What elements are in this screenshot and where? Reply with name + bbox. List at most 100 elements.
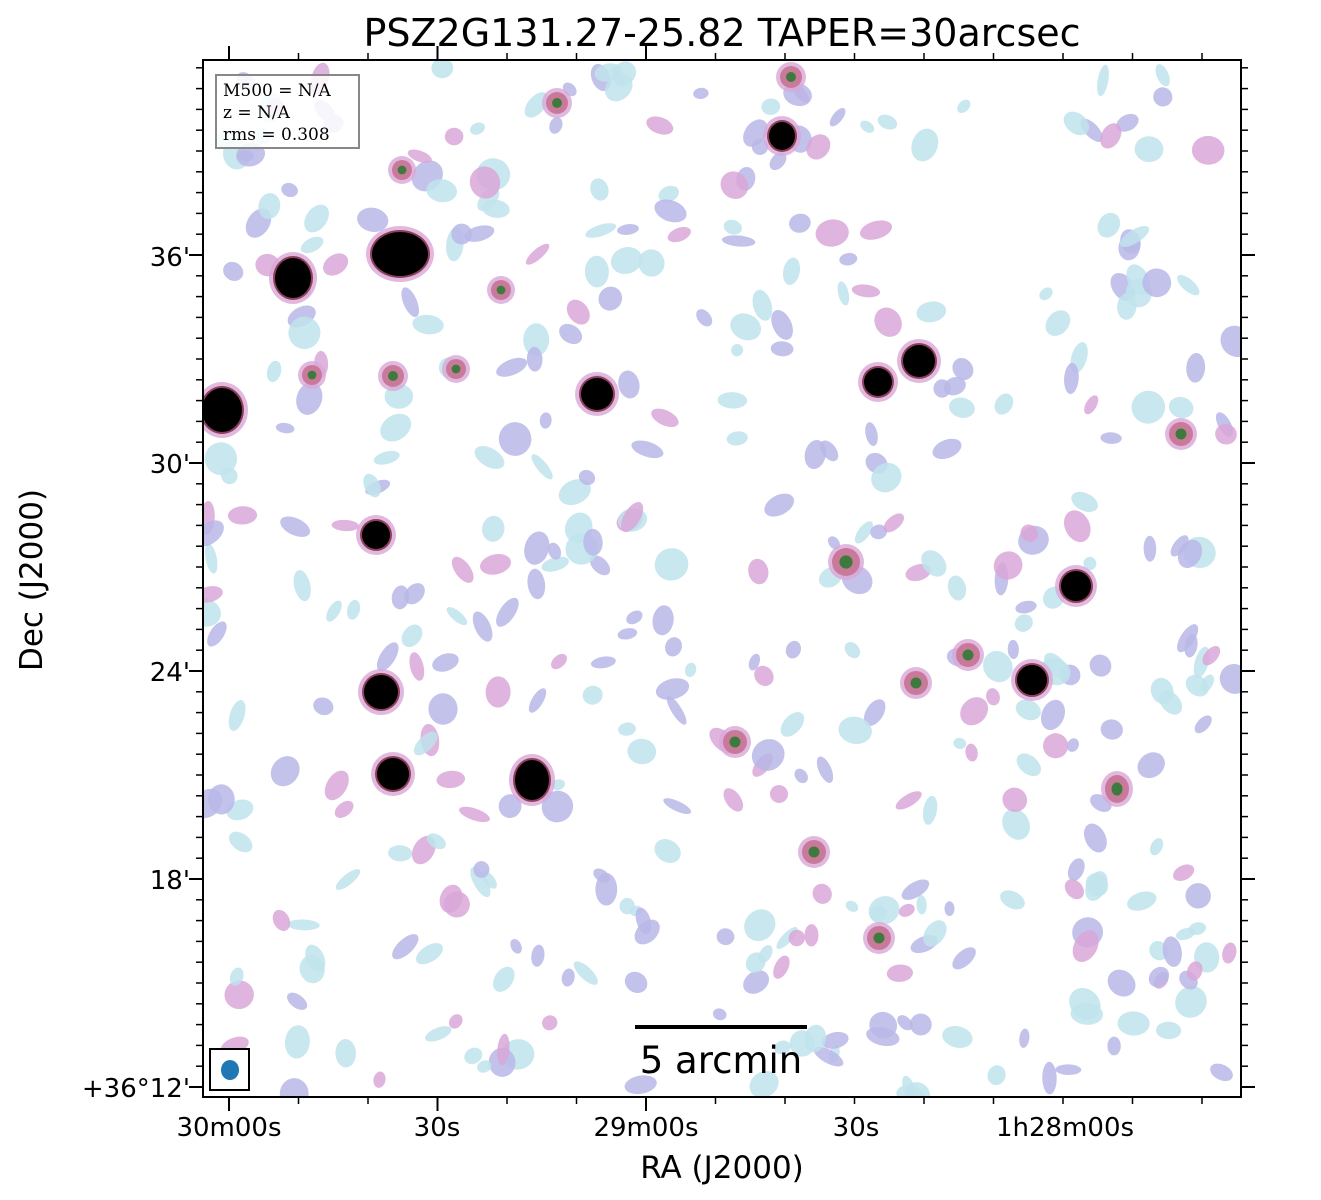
noise-blob: [444, 127, 464, 146]
noise-blob: [1215, 423, 1237, 445]
noise-blob: [376, 642, 399, 672]
noise-blob: [874, 307, 902, 337]
noise-blob: [551, 653, 567, 670]
noise-blob: [635, 907, 652, 935]
noise-blob: [549, 117, 563, 134]
noise-blob: [865, 422, 878, 446]
noise-blob: [288, 316, 321, 349]
source-core: [362, 521, 390, 549]
noise-blob: [1083, 556, 1097, 571]
noise-blob: [1177, 624, 1199, 653]
noise-blob: [480, 554, 511, 575]
src-20: [442, 355, 470, 383]
noise-blob: [525, 243, 550, 265]
noise-blob: [304, 204, 330, 233]
noise-blob: [788, 929, 805, 947]
noise-blob: [1007, 639, 1019, 659]
noise-blob: [1100, 719, 1123, 740]
noise-blob: [203, 520, 224, 547]
noise-blob: [426, 833, 446, 850]
src-1: [269, 252, 317, 304]
noise-blob: [624, 971, 648, 993]
noise-blob: [771, 309, 793, 340]
x-axis-title: RA (J2000): [640, 1150, 804, 1186]
noise-blob: [1134, 136, 1164, 163]
noise-blob: [1015, 600, 1037, 614]
noise-blob: [1170, 535, 1189, 557]
noise-blob: [617, 224, 639, 235]
noise-blob: [1055, 1064, 1082, 1076]
noise-blob: [523, 323, 550, 357]
noise-blob: [1131, 390, 1166, 424]
noise-blob: [617, 628, 638, 640]
noise-blob: [1185, 883, 1211, 909]
noise-blob: [895, 791, 922, 810]
noise-blob: [854, 521, 873, 544]
noise-blob: [497, 1033, 510, 1066]
source-core: [786, 72, 796, 82]
noise-blob: [451, 556, 474, 583]
noise-blob: [439, 884, 463, 913]
noise-blob: [627, 738, 657, 765]
src-21: [1165, 418, 1197, 450]
noise-blob: [960, 697, 989, 726]
noise-blob: [1148, 966, 1170, 988]
noise-blob: [324, 770, 349, 801]
noise-blob: [296, 382, 323, 415]
noise-blob: [723, 219, 742, 235]
noise-blob: [1220, 325, 1241, 358]
noise-blob: [1043, 733, 1069, 759]
noise-blob: [510, 939, 522, 954]
x-tick-label-1: 30m00s: [176, 1113, 281, 1143]
noise-blob: [844, 641, 861, 659]
noise-blob: [392, 934, 419, 960]
info-line-m500: M500 = N/A: [223, 81, 332, 101]
info-line-z: z = N/A: [223, 103, 291, 123]
noise-blob: [559, 323, 583, 345]
noise-blob: [482, 515, 505, 542]
noise-blob: [1156, 1021, 1182, 1040]
source-core: [873, 932, 885, 944]
src-16: [388, 156, 416, 184]
noise-blob: [1177, 274, 1200, 296]
noise-blob: [431, 60, 454, 79]
noise-blob: [748, 653, 761, 671]
noise-blob: [300, 236, 324, 254]
noise-blob: [655, 678, 690, 700]
noise-blob: [1063, 111, 1090, 136]
source-core: [839, 555, 853, 569]
noise-blob: [415, 943, 444, 965]
noise-blob: [527, 568, 546, 600]
noise-blob: [726, 431, 748, 446]
noise-blob: [204, 442, 238, 476]
noise-blob: [667, 226, 691, 243]
tick-layer: [189, 46, 1255, 1111]
info-line-rms: rms = 0.308: [223, 125, 330, 145]
noise-blob: [986, 688, 1000, 706]
noise-blob: [413, 731, 438, 756]
source-core: [307, 370, 317, 380]
noise-blob: [373, 1071, 386, 1088]
noise-blob: [223, 261, 244, 281]
beam-ellipse: [221, 1060, 239, 1080]
noise-blob: [472, 611, 493, 642]
noise-blob: [770, 341, 794, 357]
noise-blob: [1150, 838, 1164, 856]
noise-blob: [326, 600, 342, 622]
noise-blob: [496, 597, 519, 627]
noise-blob: [1040, 699, 1066, 731]
noise-blob: [1117, 1011, 1150, 1036]
src-13: [763, 116, 801, 156]
noise-blob: [582, 685, 603, 705]
noise-blob: [335, 869, 361, 890]
source-core: [372, 232, 428, 276]
noise-blob: [752, 289, 773, 321]
noise-blob: [1116, 113, 1139, 132]
noise-blob: [1063, 510, 1091, 543]
noise-blob: [498, 794, 522, 818]
y-tick-label-3: 24': [150, 658, 190, 688]
noise-blob: [901, 879, 930, 900]
noise-blob: [1020, 524, 1039, 543]
noise-blob: [1107, 1036, 1121, 1056]
noise-blob: [646, 116, 674, 135]
